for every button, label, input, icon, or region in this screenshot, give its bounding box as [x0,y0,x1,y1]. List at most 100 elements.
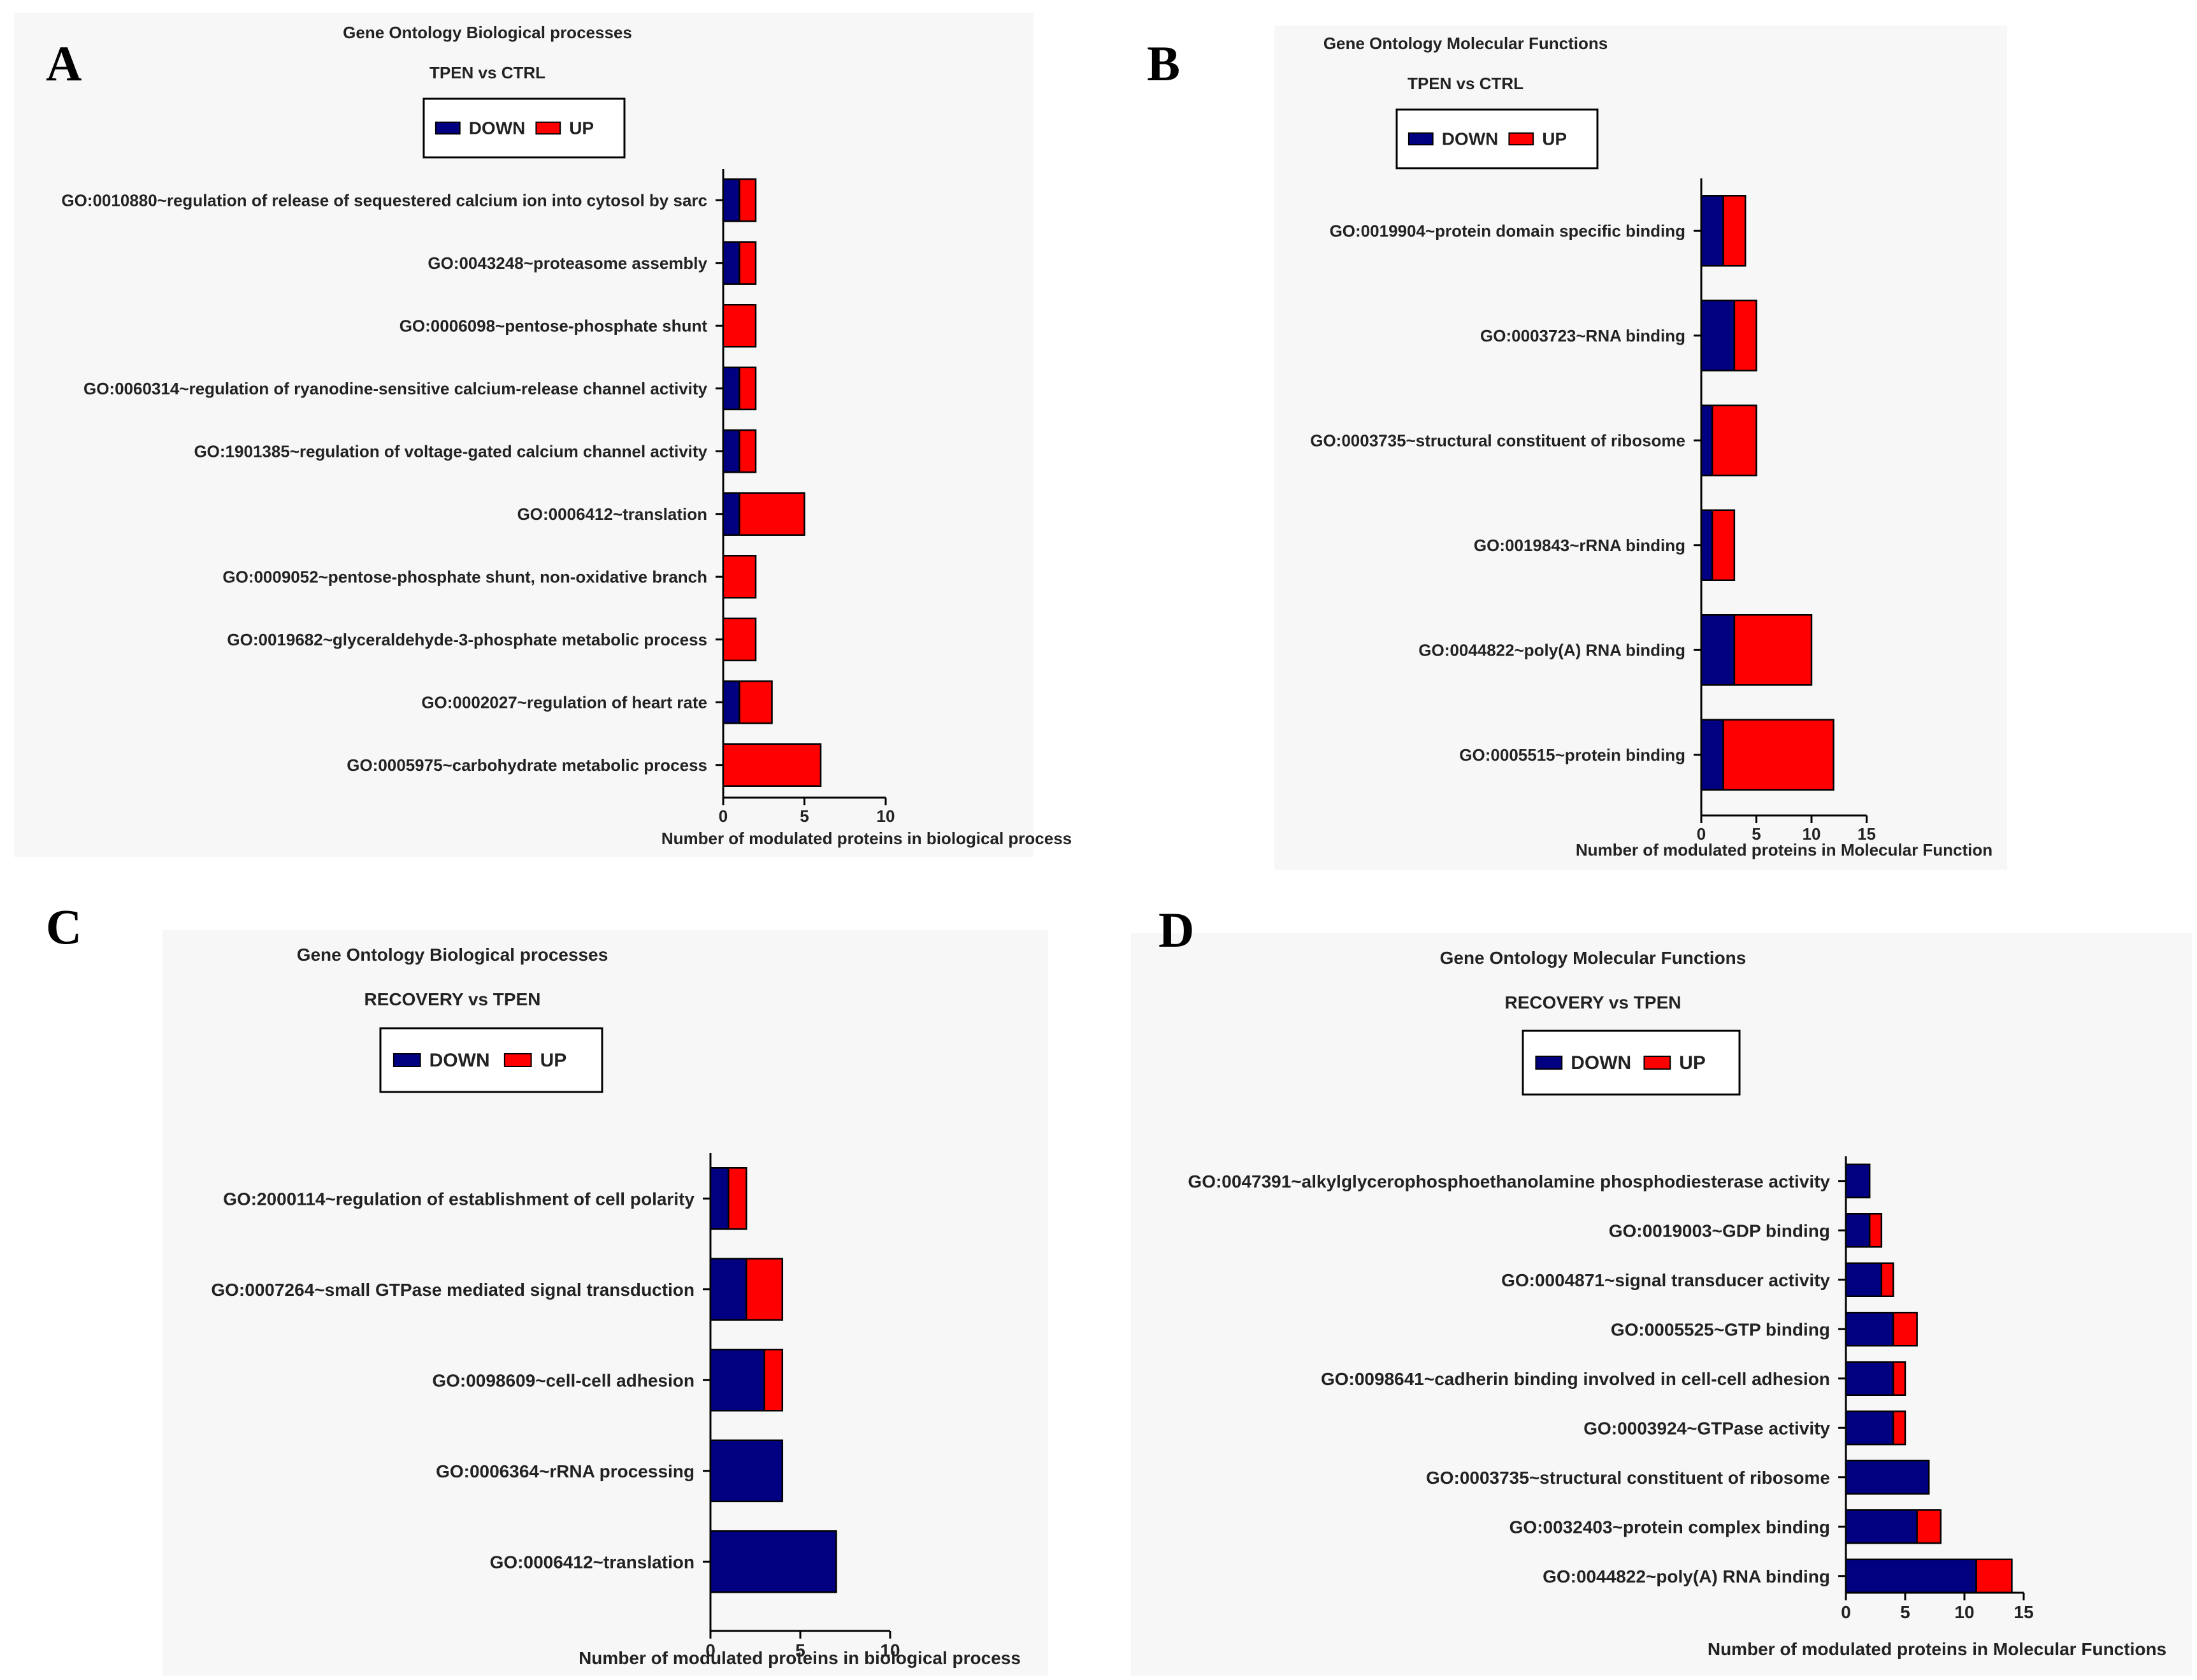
panel-a-x-axis-label: Number of modulated proteins in biologic… [661,829,1072,848]
panel-d-category-label-3: GO:0005525~GTP binding [1611,1319,1830,1339]
panel-a-bar-down-3 [722,366,740,410]
panel-b-bar-down-1 [1700,299,1736,371]
panel-c-x-axis-label: Number of modulated proteins in biologic… [579,1648,1021,1668]
panel-d-bar-down-1 [1845,1213,1871,1248]
panel-a-category-label-8: GO:0002027~regulation of heart rate [421,693,707,712]
panel-c-category-label-0: GO:2000114~regulation of establishment o… [223,1189,695,1209]
panel-a-bar-up-4 [738,429,757,473]
panel-b-bar-up-5 [1722,719,1834,791]
panel-d-bar-down-6 [1845,1460,1930,1495]
panel-d-bar-up-4 [1892,1361,1906,1396]
panel-a-legend-swatch-down [435,121,461,135]
panel-d-category-label-5: GO:0003924~GTPase activity [1583,1418,1830,1438]
panel-d-category-label-8: GO:0044822~poly(A) RNA binding [1543,1567,1830,1586]
panel-c-legend-swatch-down [393,1053,421,1067]
panel-a-legend-swatch-up [535,121,561,135]
panel-d-category-label-4: GO:0098641~cadherin binding involved in … [1321,1369,1830,1389]
panel-c-x-tick-label-0: 0 [705,1641,716,1660]
panel-d-bar-up-1 [1868,1213,1883,1248]
panel-a-bar-up-2 [722,304,757,348]
panel-a-bar-up-5 [738,492,805,536]
panel-b-x-tick-label-5: 5 [1752,824,1761,844]
panel-c-background [162,930,1048,1676]
panel-d-x-axis-label: Number of modulated proteins in Molecula… [1708,1639,2166,1659]
panel-c-category-label-3: GO:0006364~rRNA processing [436,1461,695,1481]
panel-c-bar-up-1 [746,1258,784,1321]
panel-a-bar-down-5 [722,492,740,536]
panel-d-bar-up-7 [1916,1509,1942,1544]
panel-b-legend-label-down: DOWN [1442,129,1499,148]
panel-a-category-label-7: GO:0019682~glyceraldehyde-3-phosphate me… [227,630,707,649]
panel-a-bar-down-1 [722,241,740,285]
panel-a-category-label-0: GO:0010880~regulation of release of sequ… [61,191,707,210]
panel-a-bar-up-3 [738,366,757,410]
panel-letter-b: B [1147,36,1181,91]
panel-a-bar-up-6 [722,555,757,599]
panel-a-bar-up-8 [738,680,773,724]
panel-letter-a: A [46,36,82,91]
panel-d-title: Gene Ontology Molecular Functions [1440,948,1747,968]
panel-a-legend-label-down: DOWN [469,118,526,138]
panel-a-bar-down-8 [722,680,740,724]
panel-d-bar-down-8 [1845,1558,1977,1593]
panel-b-category-label-5: GO:0005515~protein binding [1459,745,1685,765]
panel-d-category-label-6: GO:0003735~structural constituent of rib… [1426,1468,1830,1488]
panel-c-category-label-4: GO:0006412~translation [490,1552,695,1572]
panel-b-x-tick-label-15: 15 [1857,824,1876,844]
panel-c-bar-down-3 [709,1439,784,1502]
panel-d-x-tick-label-15: 15 [2013,1602,2033,1622]
panel-c-legend-swatch-up [503,1053,532,1067]
panel-b-category-label-4: GO:0044822~poly(A) RNA binding [1418,641,1685,660]
panel-b-bar-down-3 [1700,509,1713,581]
panel-b-title: Gene Ontology Molecular Functions [1323,34,1608,53]
panel-a-category-label-9: GO:0005975~carbohydrate metabolic proces… [347,756,707,775]
panel-d-bar-up-2 [1880,1262,1894,1297]
panel-b-legend-swatch-up [1508,132,1534,146]
panel-d-bar-down-5 [1845,1411,1894,1446]
panel-letter-d: D [1158,902,1195,958]
panel-a-bar-up-0 [738,178,757,222]
panel-a-category-label-1: GO:0043248~proteasome assembly [428,254,707,273]
panel-d-category-label-2: GO:0004871~signal transducer activity [1501,1270,1830,1290]
panel-b-category-label-0: GO:0019904~protein domain specific bindi… [1330,222,1685,241]
panel-b-bar-up-3 [1711,509,1736,581]
panel-b-bar-down-4 [1700,614,1736,686]
panel-a-bar-up-9 [722,743,822,787]
panel-b-legend-swatch-down [1408,132,1434,146]
panel-a-subtitle: TPEN vs CTRL [429,63,545,82]
panel-d-bar-down-4 [1845,1361,1894,1396]
panel-b-subtitle: TPEN vs CTRL [1408,74,1523,93]
panel-d-x-tick-label-5: 5 [1900,1602,1910,1622]
panel-b-category-label-2: GO:0003735~structural constituent of rib… [1310,431,1685,450]
panel-d-bar-down-3 [1845,1312,1894,1347]
panel-d-bar-down-0 [1845,1163,1871,1198]
panel-c-title: Gene Ontology Biological processes [297,945,609,965]
panel-a-bar-down-0 [722,178,740,222]
panel-a-title: Gene Ontology Biological processes [343,23,632,42]
panel-d-legend-swatch-up [1643,1056,1671,1070]
panel-d-bar-down-2 [1845,1262,1883,1297]
panel-a-category-label-4: GO:1901385~regulation of voltage-gated c… [194,442,707,461]
panel-c-bar-down-1 [709,1258,747,1321]
panel-d-legend-swatch-down [1535,1056,1563,1070]
panel-a-bar-up-7 [722,617,757,661]
panel-b-bar-up-0 [1722,195,1747,267]
panel-b-bar-up-4 [1733,614,1813,686]
panel-a-bar-up-1 [738,241,757,285]
panel-c-category-label-1: GO:0007264~small GTPase mediated signal … [211,1280,695,1300]
panel-a-category-label-2: GO:0006098~pentose-phosphate shunt [400,317,708,336]
panel-c-bar-down-2 [709,1349,765,1412]
panel-a-x-tick-label-5: 5 [800,807,809,826]
panel-a-x-tick-label-10: 10 [877,807,895,826]
panel-a-category-label-3: GO:0060314~regulation of ryanodine-sensi… [83,379,708,398]
panel-d-legend-label-up: UP [1679,1052,1706,1073]
panel-a-bar-down-4 [722,429,740,473]
panel-c-bar-up-2 [763,1349,784,1412]
panel-b-x-axis-label: Number of modulated proteins in Molecula… [1576,840,1992,859]
panel-c-x-tick-label-10: 10 [880,1641,900,1660]
panel-d-bar-up-8 [1975,1558,2013,1593]
panel-a-x-tick-label-0: 0 [719,807,728,826]
panel-d-x-tick-label-0: 0 [1841,1602,1851,1622]
panel-b-category-label-1: GO:0003723~RNA binding [1480,326,1685,345]
